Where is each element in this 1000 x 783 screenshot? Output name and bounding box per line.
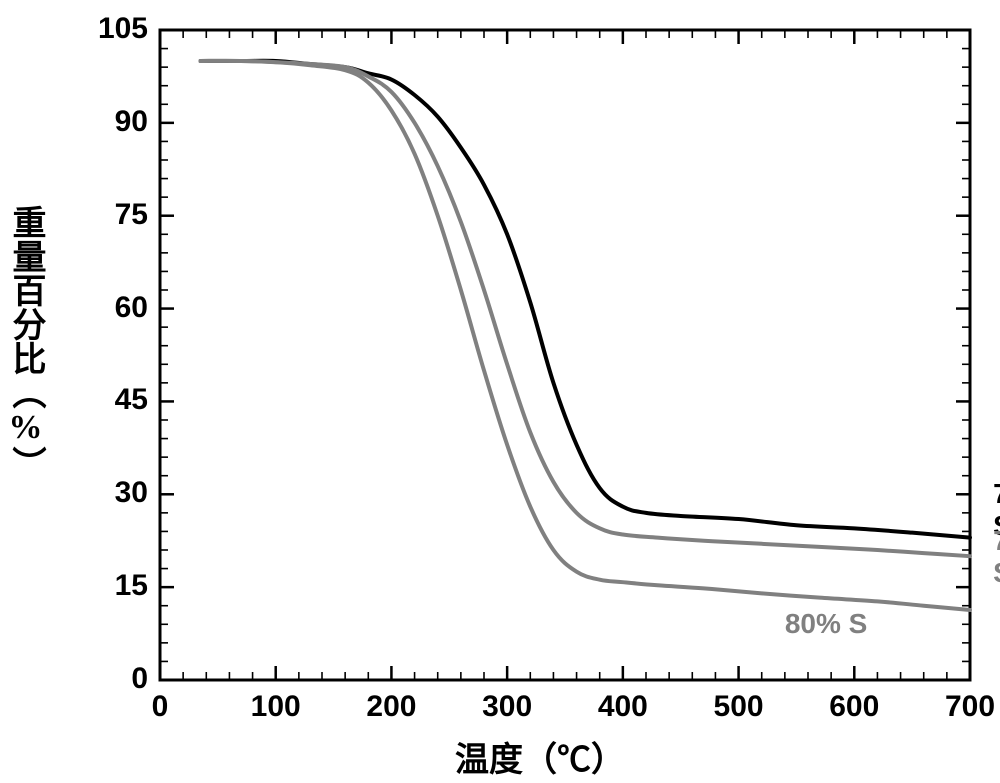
- y-tick-label: 15: [115, 569, 148, 603]
- tga-chart: [0, 0, 1000, 783]
- x-tick-label: 400: [593, 690, 653, 724]
- x-tick-label: 200: [361, 690, 421, 724]
- y-tick-label: 45: [115, 383, 148, 417]
- series-label-75%-S: 75% S: [993, 525, 1000, 589]
- x-axis-label: 温度（℃）: [455, 732, 625, 781]
- y-tick-label: 90: [115, 105, 148, 139]
- x-tick-label: 500: [709, 690, 769, 724]
- y-axis-label: 重量百分比（%）: [8, 205, 42, 505]
- x-tick-label: 600: [824, 690, 884, 724]
- y-tick-label: 0: [131, 662, 148, 696]
- y-tick-label: 105: [98, 12, 148, 46]
- x-tick-label: 100: [246, 690, 306, 724]
- y-tick-label: 60: [115, 291, 148, 325]
- series-label-80%-S: 80% S: [785, 608, 868, 640]
- y-tick-label: 75: [115, 198, 148, 232]
- x-tick-label: 300: [477, 690, 537, 724]
- x-tick-label: 700: [940, 690, 1000, 724]
- y-tick-label: 30: [115, 476, 148, 510]
